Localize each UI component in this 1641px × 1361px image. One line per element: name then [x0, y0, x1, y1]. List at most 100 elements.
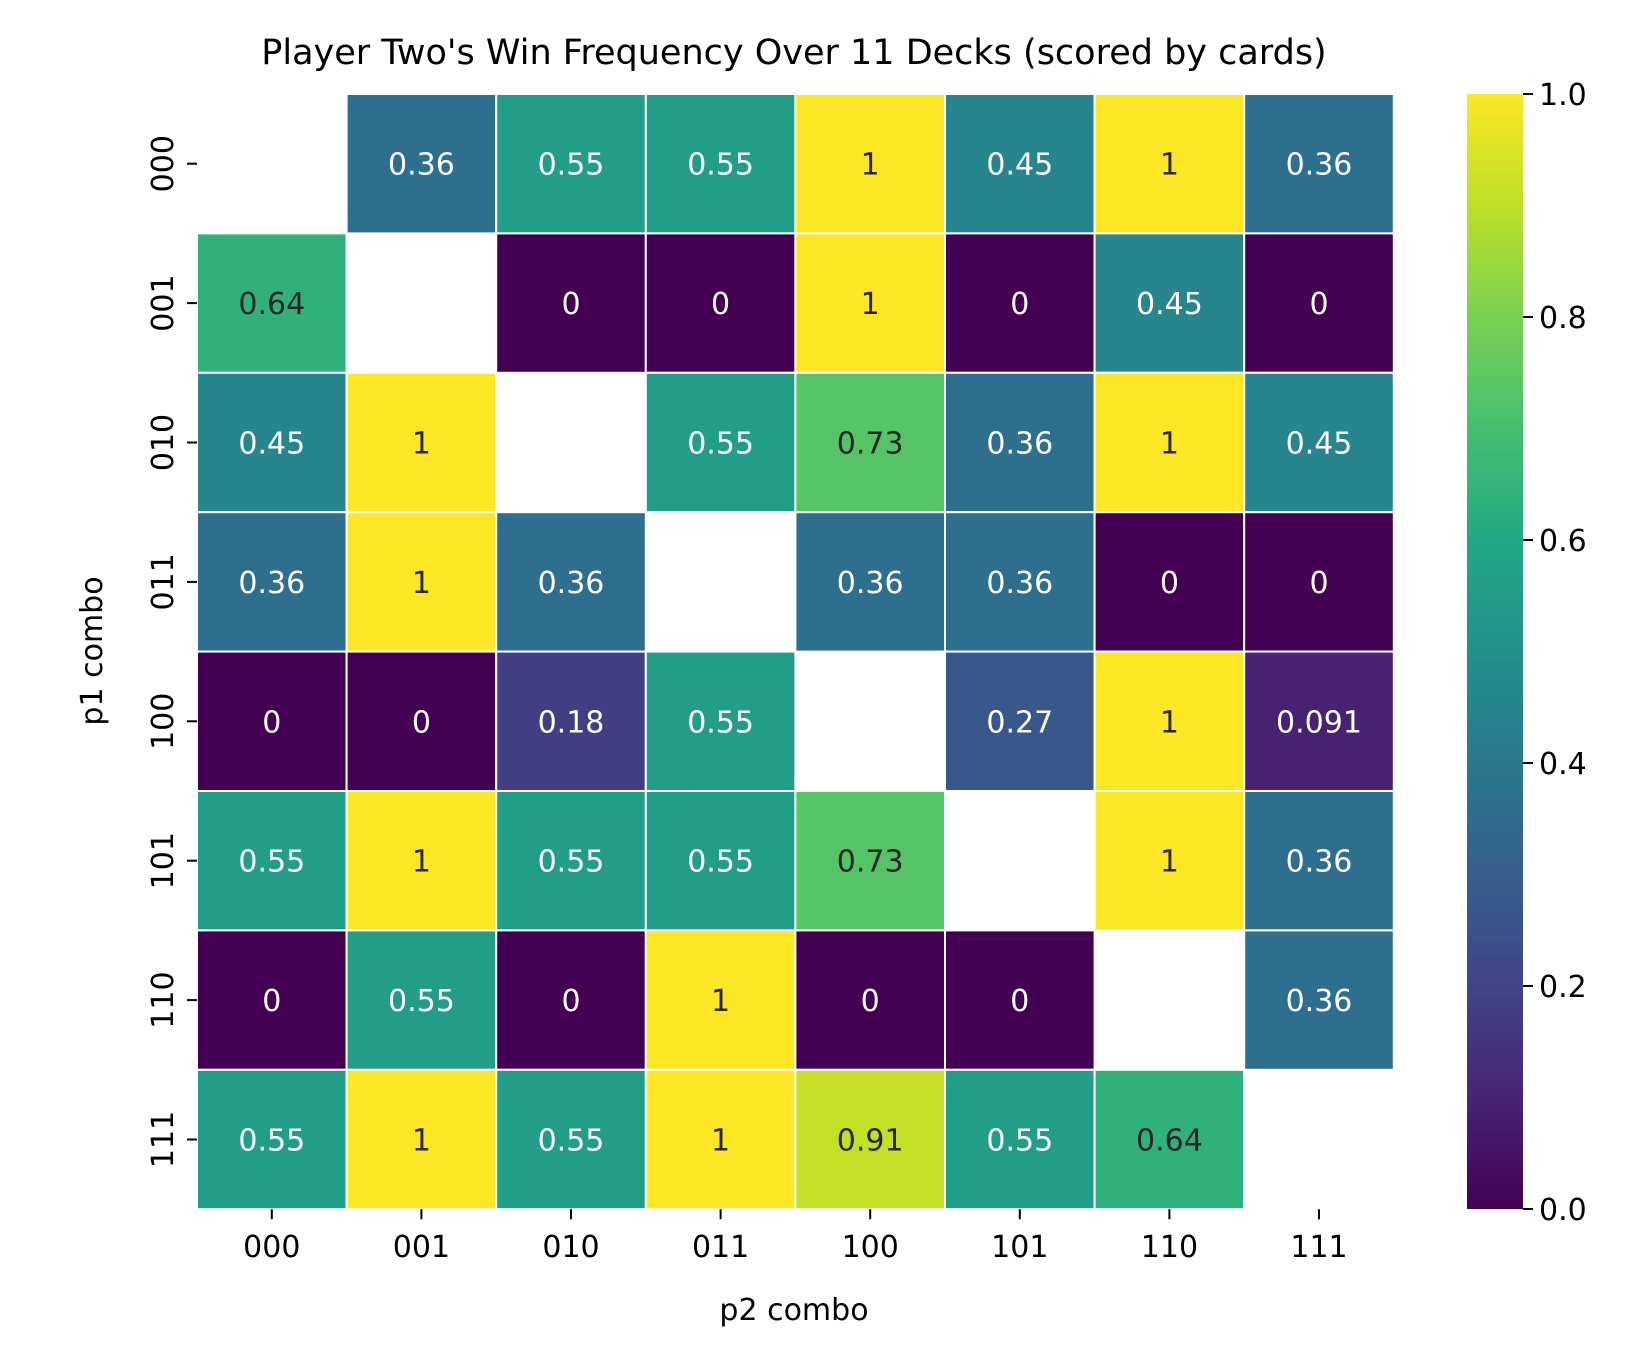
cell-value-label: 0 [1010, 984, 1029, 1019]
heatmap-cell [644, 93, 797, 235]
cell-value-label: 0.55 [687, 148, 754, 183]
heatmap-cell [794, 1068, 947, 1211]
heatmap-cell [196, 1068, 348, 1211]
heatmap-cell [794, 93, 947, 235]
cell-value-label: 0.55 [538, 1124, 605, 1159]
cell-value-label: 0 [1160, 566, 1179, 601]
y-tick-label: 100 [146, 693, 181, 750]
y-tick-label: 001 [146, 274, 181, 331]
cell-value-label: 0.36 [538, 566, 605, 601]
cell-value-label: 0.55 [538, 845, 605, 880]
chart-title: Player Two's Win Frequency Over 11 Decks… [261, 33, 1326, 73]
cell-value-label: 1 [861, 148, 880, 183]
heatmap-cell [345, 511, 498, 653]
y-tick-label: 101 [146, 832, 181, 889]
heatmap-cell [1243, 371, 1395, 514]
heatmap-cell [196, 790, 348, 932]
y-tick-label: 010 [146, 414, 181, 471]
heatmap-cell [644, 232, 797, 374]
cell-value-label: 0 [412, 705, 431, 740]
heatmap-cell [794, 790, 947, 932]
x-axis: 000 001 010 011 100 101 110 111 [243, 1209, 1348, 1265]
x-tick-label: 010 [542, 1230, 599, 1265]
y-tick-label: 000 [146, 135, 181, 192]
colorbar-tick-label: 0.0 [1539, 1193, 1587, 1228]
cell-value-label: 0 [1309, 566, 1328, 601]
heatmap-cell [196, 511, 348, 653]
cell-value-label: 0.73 [837, 427, 904, 462]
cell-value-label: 0.45 [1136, 287, 1203, 322]
cell-value-label: 0.36 [238, 566, 305, 601]
heatmap-cell [644, 371, 797, 514]
heatmap-cell [944, 232, 1096, 374]
heatmap-cell [1243, 650, 1395, 792]
cell-value-label: 0.36 [1286, 148, 1353, 183]
cell-value-label: 1 [711, 984, 730, 1019]
heatmap-cell [345, 93, 498, 235]
heatmap-cells: 0.36 0.55 0.55 1 0.45 1 0.36 0.64 0 0 1 0 0.45 0 0.45 1… [196, 93, 1395, 1211]
heatmap-cell [1093, 93, 1246, 235]
cell-value-label: 0.18 [538, 705, 605, 740]
colorbar-tick-label: 0.6 [1539, 524, 1587, 559]
cell-value-label: 0.64 [238, 287, 305, 322]
cell-value-label: 1 [1160, 148, 1179, 183]
cell-value-label: 1 [412, 845, 431, 880]
heatmap-cell [495, 93, 647, 235]
heatmap-cell [1243, 232, 1395, 374]
heatmap-cell [1243, 511, 1395, 653]
cell-value-label: 0.45 [238, 427, 305, 462]
cell-value-label: 0.91 [837, 1124, 904, 1159]
colorbar-tick-label: 0.2 [1539, 970, 1587, 1005]
cell-value-label: 0.64 [1136, 1124, 1203, 1159]
heatmap-cell [1093, 1068, 1246, 1211]
cell-value-label: 0 [262, 705, 281, 740]
cell-value-label: 1 [412, 566, 431, 601]
cell-value-label: 1 [412, 1124, 431, 1159]
cell-value-label: 0.55 [687, 705, 754, 740]
y-tick-label: 110 [146, 971, 181, 1028]
heatmap-cell [495, 929, 647, 1071]
cell-value-label: 0 [262, 984, 281, 1019]
heatmap-cell [1093, 511, 1246, 653]
y-axis-label: p1 combo [75, 576, 110, 725]
colorbar-tick-label: 0.8 [1539, 301, 1587, 336]
heatmap-cell [944, 929, 1096, 1071]
heatmap-cell [495, 232, 647, 374]
cell-value-label: 1 [1160, 705, 1179, 740]
cell-value-label: 0.55 [986, 1124, 1053, 1159]
heatmap-cell [1093, 790, 1246, 932]
colorbar-ticks: 0.0 0.2 0.4 0.6 0.8 1.0 [1523, 78, 1587, 1228]
heatmap-cell [1243, 929, 1395, 1071]
heatmap-cell [644, 929, 797, 1071]
cell-value-label: 0.36 [1286, 845, 1353, 880]
cell-value-label: 0.091 [1276, 705, 1362, 740]
cell-value-label: 0 [561, 287, 580, 322]
heatmap-cell [345, 1068, 498, 1211]
colorbar-tick-label: 0.4 [1539, 747, 1587, 782]
cell-value-label: 0.55 [687, 845, 754, 880]
cell-value-label: 0.36 [837, 566, 904, 601]
cell-value-label: 1 [1160, 845, 1179, 880]
x-tick-label: 111 [1290, 1230, 1347, 1265]
x-axis-label: p2 combo [719, 1293, 868, 1328]
heatmap-cell [944, 371, 1096, 514]
heatmap-cell [495, 650, 647, 792]
heatmap-cell [794, 511, 947, 653]
heatmap-cell [495, 790, 647, 932]
cell-value-label: 0.45 [986, 148, 1053, 183]
heatmap-cell [1243, 790, 1395, 932]
heatmap-cell [644, 790, 797, 932]
cell-value-label: 0.36 [986, 427, 1053, 462]
heatmap-cell [196, 650, 348, 792]
cell-value-label: 0.55 [388, 984, 455, 1019]
cell-value-label: 0.36 [1286, 984, 1353, 1019]
y-tick-label: 011 [146, 553, 181, 610]
cell-value-label: 0.36 [388, 148, 455, 183]
x-tick-label: 101 [991, 1230, 1048, 1265]
y-tick-label: 111 [146, 1111, 181, 1168]
x-tick-label: 000 [243, 1230, 300, 1265]
colorbar: 0.0 0.2 0.4 0.6 0.8 1.0 [1467, 78, 1587, 1228]
heatmap-cell [495, 511, 647, 653]
x-tick-label: 100 [842, 1230, 899, 1265]
cell-value-label: 0.36 [986, 566, 1053, 601]
